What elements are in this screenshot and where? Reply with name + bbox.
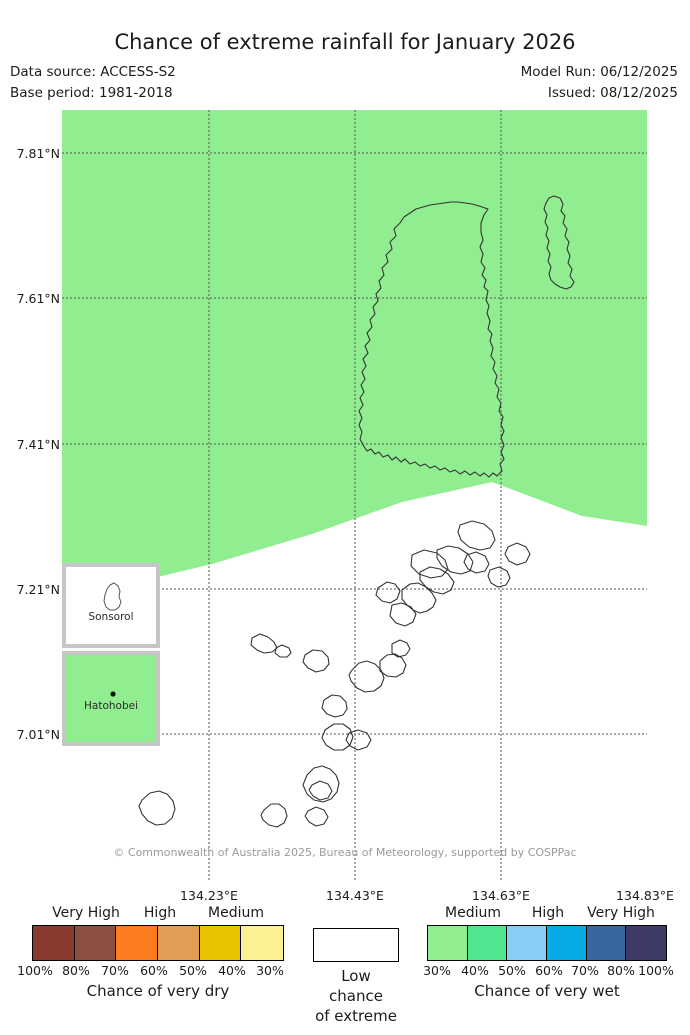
x-tick-label: 134.43°E bbox=[326, 888, 384, 903]
legend-wet-tick: 80% bbox=[607, 963, 635, 978]
legend-dry-swatch-80[interactable] bbox=[74, 926, 117, 960]
model-run-label: Model Run: 06/12/2025 bbox=[520, 64, 678, 80]
legend-dry-title: Chance of very dry bbox=[86, 982, 230, 1000]
legend-dry-category: Very High bbox=[52, 905, 120, 921]
legend-wet-swatch-40[interactable] bbox=[467, 926, 508, 960]
probability-region-very-wet bbox=[62, 110, 647, 580]
legend-dry-colorbar[interactable] bbox=[32, 925, 284, 961]
y-tick-label: 7.41°N bbox=[16, 437, 60, 452]
legend-dry-tick: 80% bbox=[62, 963, 90, 978]
legend-dry-swatch-40[interactable] bbox=[241, 926, 283, 960]
legend-wet-category: High bbox=[531, 905, 565, 921]
y-tick-label: 7.81°N bbox=[16, 146, 60, 161]
legend-wet-category: Very High bbox=[587, 905, 655, 921]
legend-dry-category: Medium bbox=[208, 905, 264, 921]
y-tick-label: 7.61°N bbox=[16, 291, 60, 306]
legend-wet-swatch-80[interactable] bbox=[626, 926, 666, 960]
page-title: Chance of extreme rainfall for January 2… bbox=[114, 30, 576, 54]
legend-dry-swatch-70[interactable] bbox=[116, 926, 158, 960]
legend-wet-swatch-70[interactable] bbox=[586, 926, 627, 960]
inset-sonsorol[interactable]: Sonsorol bbox=[62, 563, 160, 648]
data-source-label: Data source: ACCESS-S2 bbox=[10, 64, 176, 80]
inset-hatohobei[interactable]: Hatohobei bbox=[62, 651, 160, 746]
legend-low-swatch[interactable] bbox=[313, 928, 399, 962]
legend-dry-tick: 30% bbox=[256, 963, 284, 978]
legend-dry-swatch-50[interactable] bbox=[199, 926, 242, 960]
sonsorol-island-shape bbox=[103, 582, 122, 611]
issued-label: Issued: 08/12/2025 bbox=[547, 85, 678, 101]
hatohobei-island-marker bbox=[110, 691, 116, 697]
legend-wet-colorbar[interactable] bbox=[427, 925, 667, 961]
y-tick-label: 7.21°N bbox=[16, 582, 60, 597]
legend-dry-swatch-100[interactable] bbox=[33, 926, 75, 960]
x-tick-label: 134.23°E bbox=[180, 888, 238, 903]
map-canvas[interactable] bbox=[62, 110, 647, 880]
legend-dry-categories: Very High High Medium bbox=[32, 905, 284, 925]
legend-wet-swatch-50[interactable] bbox=[507, 926, 547, 960]
legend-wet-tick: 40% bbox=[461, 963, 489, 978]
x-tick-label: 134.83°E bbox=[616, 888, 674, 903]
coastlines bbox=[138, 195, 575, 828]
legend-dry-tick: 40% bbox=[218, 963, 246, 978]
legend-wet-swatch-30[interactable] bbox=[428, 926, 468, 960]
base-period-label: Base period: 1981-2018 bbox=[10, 85, 173, 101]
legend-wet-tick: 30% bbox=[423, 963, 451, 978]
legend-wet-tick: 100% bbox=[638, 963, 674, 978]
legend-dry-tick: 60% bbox=[140, 963, 168, 978]
legend-dry-tick: 100% bbox=[17, 963, 53, 978]
legend-low-line1: Low chance bbox=[329, 967, 383, 1005]
legend-wet-tick: 50% bbox=[498, 963, 526, 978]
legend-very-dry: Very High High Medium 100% 80% 70% 60% 5… bbox=[17, 905, 284, 1000]
legend-wet-category: Medium bbox=[445, 905, 501, 921]
legend-dry-tick: 50% bbox=[179, 963, 207, 978]
legend-wet-tick: 70% bbox=[571, 963, 599, 978]
legend-wet-title: Chance of very wet bbox=[474, 982, 620, 1000]
legend-low-chance: Low chance of extreme bbox=[313, 928, 399, 1026]
y-tick-label: 7.01°N bbox=[16, 727, 60, 742]
legend-wet-categories: Medium High Very High bbox=[427, 905, 667, 925]
legend-dry-ticks: 100% 80% 70% 60% 50% 40% 30% bbox=[17, 963, 284, 980]
legend-very-wet: Medium High Very High 30% 40% 50% 60% 70… bbox=[423, 905, 674, 1000]
legend-dry-tick: 70% bbox=[101, 963, 129, 978]
legend-dry-category: High bbox=[143, 905, 177, 921]
map-y-axis: 7.81°N 7.61°N 7.41°N 7.21°N 7.01°N bbox=[0, 110, 60, 880]
legend-wet-tick: 60% bbox=[535, 963, 563, 978]
legend-wet-swatch-60[interactable] bbox=[546, 926, 587, 960]
legend-low-line2: of extreme bbox=[315, 1007, 397, 1025]
inset-sonsorol-label: Sonsorol bbox=[88, 611, 134, 623]
x-tick-label: 134.63°E bbox=[472, 888, 530, 903]
legend-dry-swatch-60[interactable] bbox=[157, 926, 200, 960]
legend-wet-ticks: 30% 40% 50% 60% 70% 80% 100% bbox=[423, 963, 674, 980]
map-x-axis: 134.23°E 134.43°E 134.63°E 134.83°E bbox=[0, 888, 690, 908]
copyright-credit: © Commonwealth of Australia 2025, Bureau… bbox=[113, 846, 577, 859]
inset-hatohobei-label: Hatohobei bbox=[84, 700, 138, 712]
map-svg bbox=[62, 110, 647, 880]
